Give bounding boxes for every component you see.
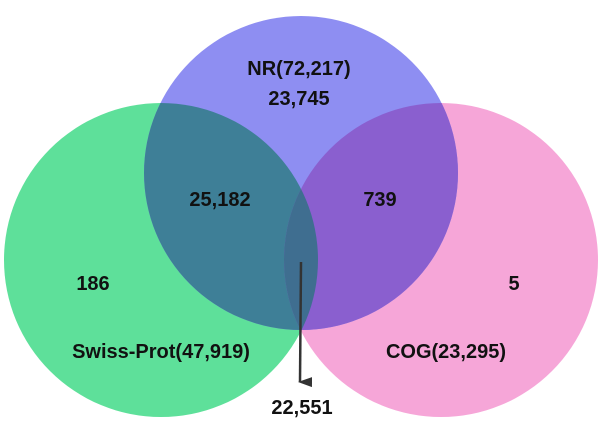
swissprot-only-count: 186	[76, 273, 109, 295]
center-arrow	[298, 261, 313, 388]
all-three-count: 22,551	[271, 397, 332, 419]
nr-label: NR(72,217)	[247, 58, 350, 80]
cog-label: COG(23,295)	[386, 341, 506, 363]
nr-only-count: 23,745	[268, 88, 329, 110]
nr-cog-count: 739	[363, 189, 396, 211]
swissprot-label: Swiss-Prot(47,919)	[72, 341, 250, 363]
swissprot-nr-count: 25,182	[189, 189, 250, 211]
cog-only-count: 5	[508, 273, 519, 295]
